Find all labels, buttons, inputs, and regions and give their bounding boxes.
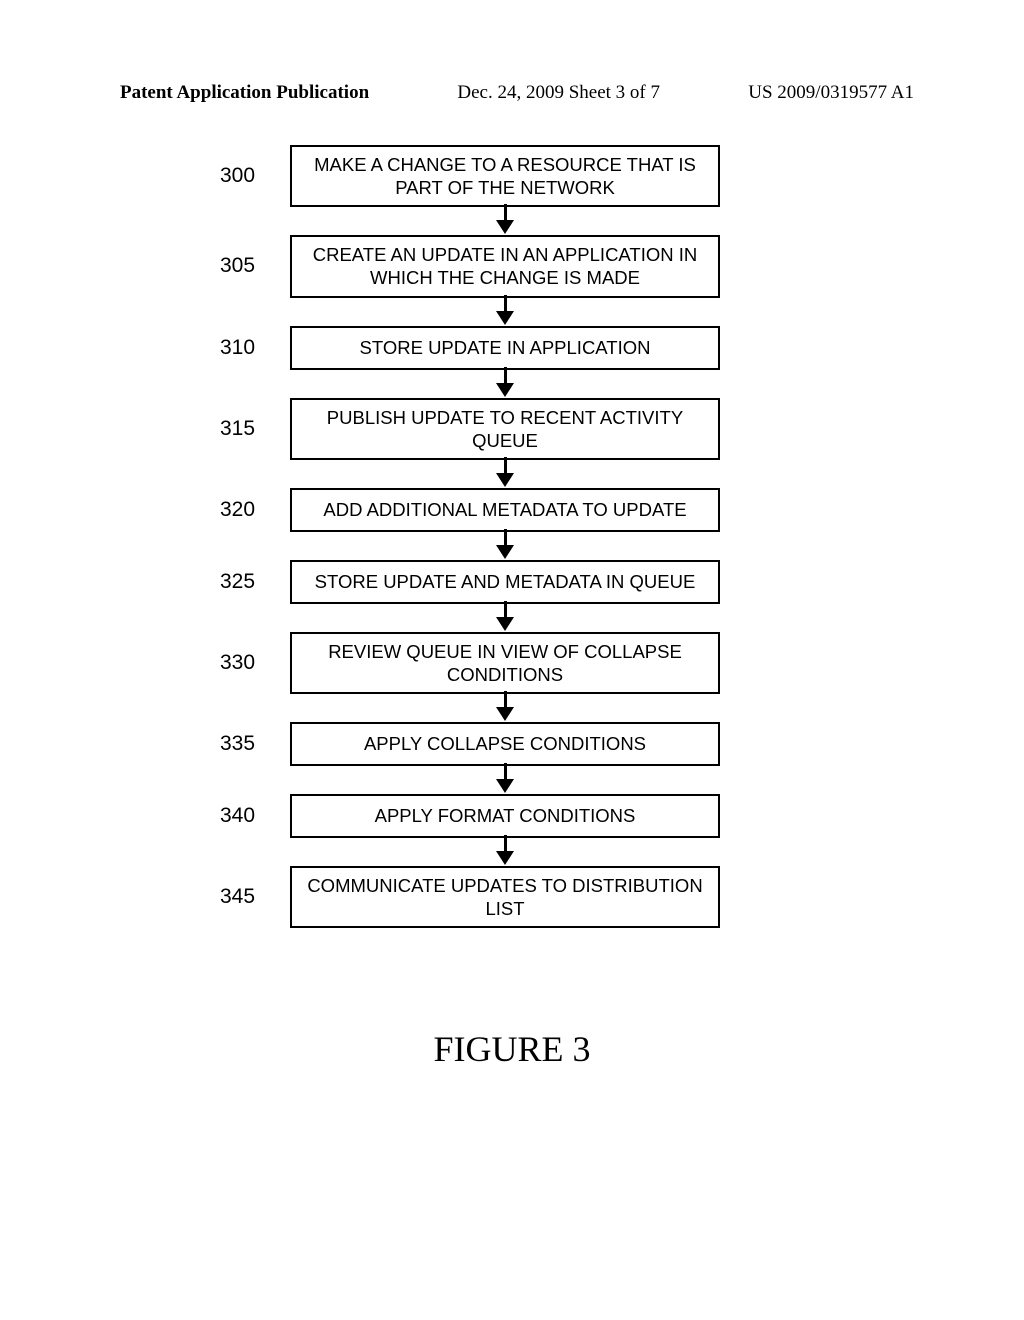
- flow-arrow: [290, 766, 720, 794]
- step-number: 320: [220, 498, 290, 522]
- flow-arrow: [290, 370, 720, 398]
- flow-step: 335 APPLY COLLAPSE CONDITIONS: [220, 722, 800, 766]
- step-number: 345: [220, 885, 290, 909]
- step-box: STORE UPDATE IN APPLICATION: [290, 326, 720, 370]
- step-box: PUBLISH UPDATE TO RECENT ACTIVITY QUEUE: [290, 398, 720, 460]
- header-pub-number: US 2009/0319577 A1: [748, 82, 914, 104]
- flow-arrow: [290, 298, 720, 326]
- flow-step: 345 COMMUNICATE UPDATES TO DISTRIBUTION …: [220, 866, 800, 928]
- page-header: Patent Application Publication Dec. 24, …: [0, 82, 1024, 104]
- flow-step: 325 STORE UPDATE AND METADATA IN QUEUE: [220, 560, 800, 604]
- step-number: 300: [220, 164, 290, 188]
- step-number: 335: [220, 732, 290, 756]
- step-number: 305: [220, 254, 290, 278]
- step-number: 340: [220, 804, 290, 828]
- step-number: 310: [220, 336, 290, 360]
- step-number: 325: [220, 570, 290, 594]
- figure-label: FIGURE 3: [0, 1028, 1024, 1070]
- flow-arrow: [290, 838, 720, 866]
- step-box: MAKE A CHANGE TO A RESOURCE THAT IS PART…: [290, 145, 720, 207]
- flow-step: 340 APPLY FORMAT CONDITIONS: [220, 794, 800, 838]
- flow-step: 310 STORE UPDATE IN APPLICATION: [220, 326, 800, 370]
- flow-arrow: [290, 460, 720, 488]
- step-box: CREATE AN UPDATE IN AN APPLICATION IN WH…: [290, 235, 720, 297]
- step-box: ADD ADDITIONAL METADATA TO UPDATE: [290, 488, 720, 532]
- flow-step: 320 ADD ADDITIONAL METADATA TO UPDATE: [220, 488, 800, 532]
- page: Patent Application Publication Dec. 24, …: [0, 0, 1024, 1320]
- step-box: COMMUNICATE UPDATES TO DISTRIBUTION LIST: [290, 866, 720, 928]
- step-number: 330: [220, 651, 290, 675]
- flow-step: 305 CREATE AN UPDATE IN AN APPLICATION I…: [220, 235, 800, 297]
- step-box: APPLY COLLAPSE CONDITIONS: [290, 722, 720, 766]
- step-number: 315: [220, 417, 290, 441]
- header-date-sheet: Dec. 24, 2009 Sheet 3 of 7: [457, 82, 660, 104]
- flow-step: 300 MAKE A CHANGE TO A RESOURCE THAT IS …: [220, 145, 800, 207]
- flow-arrow: [290, 694, 720, 722]
- flow-arrow: [290, 532, 720, 560]
- flow-step: 330 REVIEW QUEUE IN VIEW OF COLLAPSE CON…: [220, 632, 800, 694]
- header-publication: Patent Application Publication: [120, 82, 369, 104]
- step-box: APPLY FORMAT CONDITIONS: [290, 794, 720, 838]
- flow-arrow: [290, 207, 720, 235]
- flow-step: 315 PUBLISH UPDATE TO RECENT ACTIVITY QU…: [220, 398, 800, 460]
- step-box: STORE UPDATE AND METADATA IN QUEUE: [290, 560, 720, 604]
- flow-arrow: [290, 604, 720, 632]
- step-box: REVIEW QUEUE IN VIEW OF COLLAPSE CONDITI…: [290, 632, 720, 694]
- flowchart: 300 MAKE A CHANGE TO A RESOURCE THAT IS …: [220, 145, 800, 928]
